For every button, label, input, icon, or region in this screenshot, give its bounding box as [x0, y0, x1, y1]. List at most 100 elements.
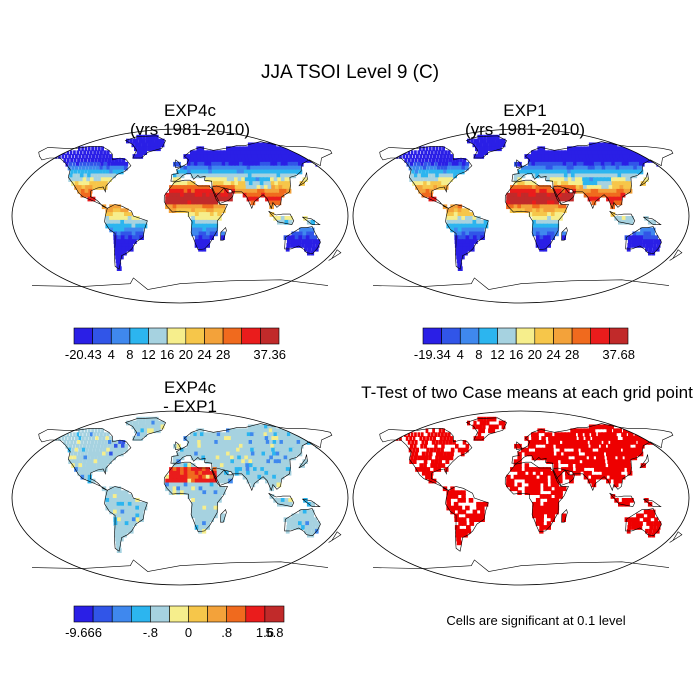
coastline-madagascar	[220, 227, 227, 241]
grid-cell	[545, 158, 550, 163]
grid-cell	[451, 161, 456, 167]
grid-cell	[629, 216, 634, 221]
grid-cell	[579, 440, 585, 445]
grid-cell	[191, 204, 196, 210]
grid-cell	[203, 154, 209, 159]
grid-cell	[239, 165, 245, 171]
grid-cell	[561, 192, 567, 198]
grid-cell	[614, 216, 619, 221]
grid-cell	[550, 505, 556, 511]
grid-cell	[461, 490, 466, 495]
grid-cell	[210, 158, 216, 163]
grid-cell	[89, 150, 93, 155]
grid-cell	[607, 432, 614, 437]
grid-cell	[466, 243, 471, 248]
grid-cell	[245, 185, 251, 190]
grid-cell	[528, 181, 533, 186]
grid-cell	[191, 470, 196, 476]
grid-cell	[180, 169, 185, 175]
grid-cell	[450, 505, 455, 511]
grid-cell	[251, 173, 257, 179]
grid-cell	[252, 428, 258, 434]
grid-cell	[151, 138, 155, 144]
grid-cell	[223, 181, 229, 186]
grid-cell	[513, 459, 519, 464]
grid-cell	[266, 443, 272, 449]
grid-cell	[531, 185, 537, 190]
grid-cell	[219, 169, 224, 175]
grid-cell	[139, 227, 144, 233]
grid-cell	[315, 243, 320, 248]
grid-cell	[535, 165, 540, 171]
grid-cell	[79, 161, 83, 167]
grid-cell	[644, 432, 651, 437]
grid-cell	[198, 200, 204, 206]
grid-cell	[242, 188, 248, 194]
grid-cell	[517, 196, 522, 202]
grid-cell	[205, 455, 210, 461]
grid-cell	[208, 447, 213, 453]
grid-cell	[249, 185, 255, 190]
grid-cell	[153, 146, 158, 152]
grid-cell	[556, 173, 562, 179]
grid-cell	[198, 467, 203, 472]
grid-cell	[190, 185, 196, 190]
grid-cell	[201, 165, 206, 171]
grid-cell	[289, 169, 296, 175]
grid-cell	[150, 424, 155, 430]
grid-cell	[196, 146, 201, 152]
grid-cell	[272, 478, 278, 484]
grid-cell	[305, 235, 310, 240]
grid-cell	[87, 474, 92, 480]
grid-cell	[480, 416, 484, 422]
grid-cell	[183, 482, 189, 488]
grid-cell	[457, 227, 463, 233]
grid-cell	[132, 138, 136, 144]
grid-cell	[279, 440, 285, 445]
grid-cell	[412, 436, 416, 441]
grid-cell	[118, 246, 123, 252]
grid-cell	[168, 196, 174, 202]
grid-cell	[477, 134, 481, 140]
grid-cell	[571, 181, 577, 186]
grid-cell	[253, 470, 259, 476]
grid-cell	[247, 169, 253, 175]
grid-cell	[250, 196, 255, 202]
grid-cell	[561, 432, 566, 437]
grid-cell	[288, 165, 295, 171]
grid-cell	[127, 227, 133, 233]
grid-cell	[248, 440, 254, 445]
grid-cell	[140, 146, 144, 152]
grid-cell	[273, 498, 278, 503]
grid-cell	[213, 509, 218, 515]
grid-cell	[135, 513, 140, 519]
grid-cell	[223, 459, 228, 464]
grid-cell	[488, 142, 493, 148]
grid-cell	[48, 428, 51, 434]
grid-cell	[557, 474, 563, 480]
grid-cell	[172, 490, 177, 495]
grid-cell	[187, 169, 192, 175]
grid-cell	[620, 192, 626, 198]
grid-cell	[258, 428, 265, 434]
grid-cell	[194, 196, 200, 202]
grid-cell	[636, 513, 641, 519]
grid-cell	[633, 447, 639, 453]
grid-cell	[414, 150, 417, 155]
grid-cell	[249, 161, 255, 167]
coastline-eurasia	[170, 423, 333, 492]
grid-cell	[194, 243, 200, 248]
grid-cell	[447, 432, 451, 437]
grid-cell	[546, 192, 552, 198]
grid-cell	[446, 154, 450, 159]
grid-cell	[116, 212, 122, 217]
grid-cell	[278, 428, 285, 434]
map-ttest	[352, 410, 690, 586]
grid-cell	[290, 525, 294, 530]
map-exp4c	[11, 128, 349, 304]
grid-cell	[429, 188, 434, 194]
grid-cell	[457, 505, 463, 511]
grid-cell	[198, 243, 203, 248]
grid-cell	[105, 451, 110, 457]
grid-cell	[139, 432, 144, 437]
